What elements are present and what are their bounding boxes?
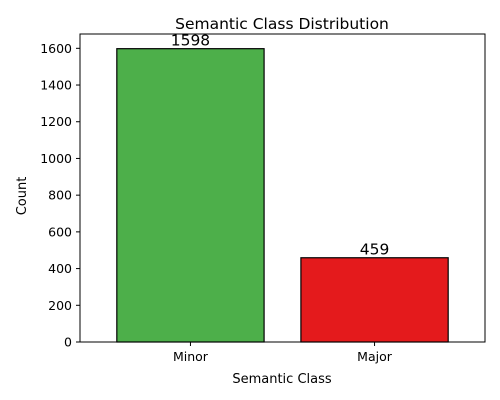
y-tick-label: 600 (48, 224, 72, 239)
chart-title: Semantic Class Distribution (175, 15, 389, 33)
y-tick-label: 0 (64, 335, 72, 350)
plot-area: 1598 459 0 200 400 600 800 1000 1200 1400 1600 Mino… (40, 32, 486, 364)
y-tick-label: 1200 (40, 114, 72, 129)
x-tick-label-major: Major (357, 349, 393, 364)
plot-frame (79, 33, 486, 343)
y-axis-label: Count (15, 177, 30, 216)
y-tick-label: 200 (48, 298, 72, 313)
y-tick-label: 1400 (40, 78, 72, 93)
data-label-minor: 1598 (171, 32, 210, 50)
y-tick-label: 1000 (40, 151, 72, 166)
data-label-major: 459 (360, 241, 390, 259)
bar-minor (116, 48, 265, 343)
y-tick-label: 400 (48, 261, 72, 276)
y-tick-label: 800 (48, 188, 72, 203)
x-axis-label: Semantic Class (232, 372, 332, 387)
y-tick-label: 1600 (40, 41, 72, 56)
x-tick-label-minor: Minor (173, 349, 209, 364)
bar-major (300, 257, 449, 343)
